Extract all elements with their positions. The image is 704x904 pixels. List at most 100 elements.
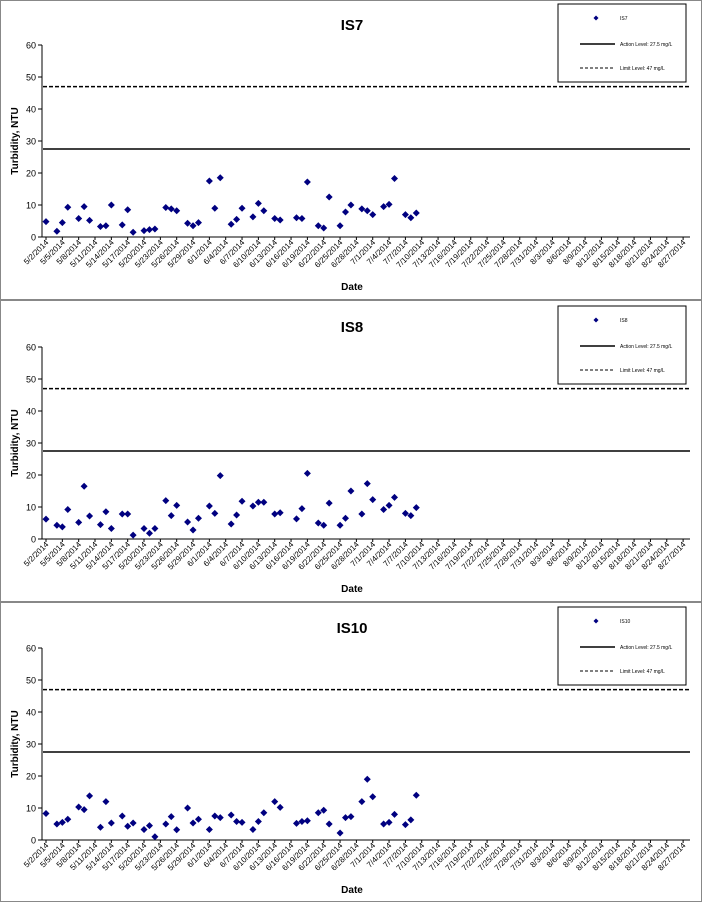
data-point bbox=[53, 227, 61, 235]
data-point bbox=[96, 823, 104, 831]
x-axis-label: Date bbox=[341, 282, 363, 293]
data-point bbox=[292, 515, 300, 523]
data-point bbox=[385, 200, 393, 208]
data-point bbox=[233, 511, 241, 519]
y-tick-label: 60 bbox=[26, 41, 36, 51]
data-point bbox=[118, 812, 126, 820]
y-tick-label: 0 bbox=[31, 233, 36, 243]
data-point bbox=[254, 817, 262, 825]
x-axis-label: Date bbox=[341, 885, 363, 896]
data-point bbox=[118, 221, 126, 229]
legend-box bbox=[557, 3, 687, 83]
data-point bbox=[303, 469, 311, 477]
data-point bbox=[211, 812, 219, 820]
legend-series-label: IS8 bbox=[620, 318, 628, 324]
data-point bbox=[162, 820, 170, 828]
data-point bbox=[194, 514, 202, 522]
data-point bbox=[358, 798, 366, 806]
y-tick-label: 40 bbox=[26, 407, 36, 417]
data-point bbox=[216, 814, 224, 822]
data-point bbox=[271, 798, 279, 806]
data-point bbox=[189, 526, 197, 534]
data-point bbox=[167, 512, 175, 520]
data-point bbox=[80, 806, 88, 814]
data-point bbox=[205, 825, 213, 833]
data-point bbox=[325, 499, 333, 507]
data-point bbox=[380, 203, 388, 211]
data-point bbox=[412, 209, 420, 217]
data-point bbox=[167, 813, 175, 821]
y-axis-label: Turbidity, NTU bbox=[10, 107, 21, 174]
data-point bbox=[358, 510, 366, 518]
data-point bbox=[173, 826, 181, 834]
data-point bbox=[140, 524, 148, 532]
data-point bbox=[189, 819, 197, 827]
legend-series-label: IS10 bbox=[620, 619, 631, 625]
legend-action-label: Action Level: 27.5 mg/L bbox=[620, 645, 672, 651]
data-point bbox=[363, 207, 371, 215]
data-point bbox=[238, 818, 246, 826]
data-point bbox=[401, 509, 409, 517]
data-point bbox=[407, 816, 415, 824]
data-point bbox=[64, 506, 72, 514]
data-point bbox=[96, 222, 104, 230]
y-tick-label: 60 bbox=[26, 644, 36, 654]
data-point bbox=[314, 809, 322, 817]
data-point bbox=[80, 203, 88, 211]
data-point bbox=[249, 825, 257, 833]
data-point bbox=[391, 810, 399, 818]
data-point bbox=[358, 205, 366, 213]
data-point bbox=[86, 792, 94, 800]
data-point bbox=[58, 818, 66, 826]
data-point bbox=[271, 214, 279, 222]
data-point bbox=[292, 819, 300, 827]
data-point bbox=[75, 518, 83, 526]
data-point bbox=[216, 472, 224, 480]
data-point bbox=[102, 798, 110, 806]
y-tick-label: 20 bbox=[26, 169, 36, 179]
data-point bbox=[124, 822, 132, 830]
data-point bbox=[118, 510, 126, 518]
data-point bbox=[145, 226, 153, 234]
data-point bbox=[407, 214, 415, 222]
data-point bbox=[42, 218, 50, 226]
chart-title: IS8 bbox=[341, 319, 364, 336]
data-point bbox=[64, 815, 72, 823]
data-point bbox=[102, 222, 110, 230]
data-point bbox=[341, 814, 349, 822]
data-point bbox=[412, 791, 420, 799]
data-point bbox=[129, 531, 137, 539]
data-point bbox=[86, 216, 94, 224]
data-point bbox=[249, 502, 257, 510]
data-point bbox=[380, 820, 388, 828]
data-point bbox=[260, 207, 268, 215]
legend-action-label: Action Level: 27.5 mg/L bbox=[620, 344, 672, 350]
legend-limit-label: Limit Level: 47 mg/L bbox=[620, 368, 665, 374]
data-point bbox=[227, 220, 235, 228]
y-tick-label: 0 bbox=[31, 535, 36, 545]
data-point bbox=[238, 497, 246, 505]
data-point bbox=[216, 174, 224, 182]
legend-marker-icon bbox=[593, 15, 599, 21]
y-tick-label: 20 bbox=[26, 772, 36, 782]
chart-title: IS7 bbox=[341, 17, 364, 34]
data-point bbox=[336, 829, 344, 837]
data-point bbox=[211, 204, 219, 212]
data-point bbox=[233, 817, 241, 825]
data-point bbox=[254, 199, 262, 207]
data-point bbox=[320, 806, 328, 814]
data-point bbox=[341, 208, 349, 216]
data-point bbox=[173, 501, 181, 509]
y-tick-label: 50 bbox=[26, 73, 36, 83]
data-point bbox=[173, 207, 181, 215]
chart-title: IS10 bbox=[337, 620, 368, 637]
y-tick-label: 30 bbox=[26, 740, 36, 750]
legend-marker-icon bbox=[593, 618, 599, 624]
data-point bbox=[53, 820, 61, 828]
data-point bbox=[391, 493, 399, 501]
data-point bbox=[145, 822, 153, 830]
data-point bbox=[145, 529, 153, 537]
